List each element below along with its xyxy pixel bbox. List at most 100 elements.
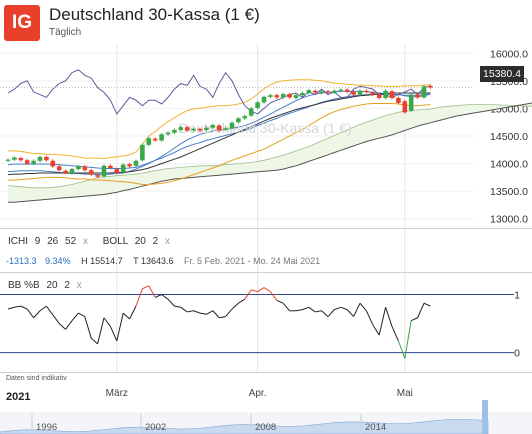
bbpb-line-segment	[26, 308, 35, 319]
bbpb-line-segment	[167, 298, 175, 307]
candle-body	[140, 144, 145, 161]
bbpb-label: BB %B	[8, 280, 40, 291]
candle-body	[24, 160, 30, 164]
bbpb-param-2: 2	[64, 280, 70, 291]
candle-body	[223, 128, 228, 130]
y-tick-label: 14000.0	[490, 159, 528, 171]
navigator-area	[0, 418, 489, 434]
boll-label: BOLL	[102, 236, 128, 247]
candle-body	[108, 165, 113, 168]
candle-body	[120, 164, 126, 173]
bbpb-line-segment	[71, 312, 79, 321]
candle-body	[242, 116, 248, 119]
candle-body	[69, 169, 75, 174]
navigator-year-label: 1996	[36, 422, 57, 433]
ichi-param-3: 52	[65, 236, 77, 247]
ichimoku-span-a	[7, 104, 532, 189]
candle-body	[344, 89, 350, 92]
bbpb-line-segment	[84, 316, 92, 339]
watermark-text: Deutschland 30-Kassa (1 €)	[178, 120, 352, 136]
bbpb-line-segment	[58, 323, 66, 330]
candle-body	[18, 158, 24, 161]
bbpb-line-segment	[397, 340, 406, 359]
bbpb-line-segment	[404, 320, 412, 359]
bbpb-line-segment	[33, 310, 41, 319]
navigator-selection	[482, 400, 488, 434]
bbpb-line-segment	[39, 305, 47, 312]
candle-body	[300, 92, 305, 96]
bbpb-line-segment	[410, 317, 418, 322]
bbpb-line-segment	[334, 306, 341, 311]
bbpb-line-segment	[7, 306, 15, 310]
bbpb-line-segment	[378, 307, 387, 336]
candle-body	[44, 156, 49, 161]
candle-body	[210, 124, 216, 128]
bbpb-line-segment	[359, 302, 367, 312]
bbpb-line-segment	[244, 289, 252, 300]
change-percent: 9.34%	[45, 256, 71, 266]
ichi-remove-button[interactable]: x	[82, 236, 88, 247]
bbpb-line-segment	[174, 305, 181, 308]
bbpb-line-segment	[199, 312, 207, 315]
chart-subtitle: Täglich	[49, 27, 82, 38]
candle-body	[428, 85, 433, 88]
bbpb-line-segment	[238, 298, 246, 304]
ichi-param-2: 26	[47, 236, 59, 247]
bbpb-line-segment	[340, 306, 348, 311]
candle-body	[37, 156, 43, 161]
bbpb-line-segment	[365, 310, 374, 325]
candle-body	[31, 160, 36, 164]
y-tick-label: 16000.0	[490, 48, 528, 60]
chart-title: Deutschland 30-Kassa (1 €)	[49, 5, 260, 24]
bbpb-line-segment	[276, 299, 284, 304]
candle-body	[229, 122, 235, 129]
bbpb-line-segment	[52, 314, 60, 324]
candle-body	[408, 94, 414, 111]
candle-body	[191, 128, 196, 131]
bbpb-line-segment	[129, 305, 137, 320]
candle-body	[236, 118, 241, 123]
bbpb-line-segment	[20, 305, 28, 310]
bbpb-line-segment	[391, 326, 399, 342]
candle-body	[152, 138, 158, 141]
candle-body	[370, 92, 376, 95]
indicator-legend-row: ICHI 9 26 52 x BOLL 20 2 x	[8, 236, 170, 247]
change-value: -1313.3	[6, 256, 37, 266]
candle-body	[376, 94, 382, 98]
bbpb-line-segment	[154, 294, 162, 298]
candle-body	[383, 90, 388, 98]
bbpb-line-segment	[109, 326, 118, 342]
ichi-param-1: 9	[34, 236, 41, 247]
bbpb-line-segment	[251, 289, 258, 293]
bbpb-line-segment	[295, 309, 303, 312]
candle-body	[402, 101, 408, 113]
candle-body	[165, 132, 171, 135]
high-value: H 15514.7	[81, 256, 123, 266]
boll-remove-button[interactable]: x	[164, 236, 170, 247]
bbpb-line-segment	[302, 306, 309, 311]
bbpb-line-segment	[14, 305, 21, 308]
candle-body	[197, 128, 203, 131]
bbpb-line-segment	[65, 320, 73, 330]
candle-body	[287, 94, 292, 98]
candle-body	[306, 90, 312, 93]
bbpb-line-segment	[206, 310, 214, 315]
candle-body	[114, 169, 120, 173]
bbpb-remove-button[interactable]: x	[76, 280, 82, 291]
bbpb-legend: BB %B 20 2 x	[8, 280, 82, 291]
bbpb-line-segment	[372, 324, 380, 336]
candle-body	[5, 159, 11, 161]
bbpb-line-segment	[321, 310, 329, 317]
candle-body	[63, 170, 68, 173]
candle-body	[127, 164, 132, 167]
x-tick-label: März	[106, 388, 128, 399]
bbpb-line-segment	[135, 288, 143, 307]
boll-param-2: 2	[152, 236, 159, 247]
candle-body	[76, 166, 81, 170]
last-price-badge: 15380.4	[480, 66, 524, 82]
bbpb-line-segment	[187, 310, 194, 313]
x-tick-label: Mai	[397, 388, 413, 399]
candle-body	[389, 91, 395, 98]
bbpb-line-segment	[327, 309, 335, 317]
